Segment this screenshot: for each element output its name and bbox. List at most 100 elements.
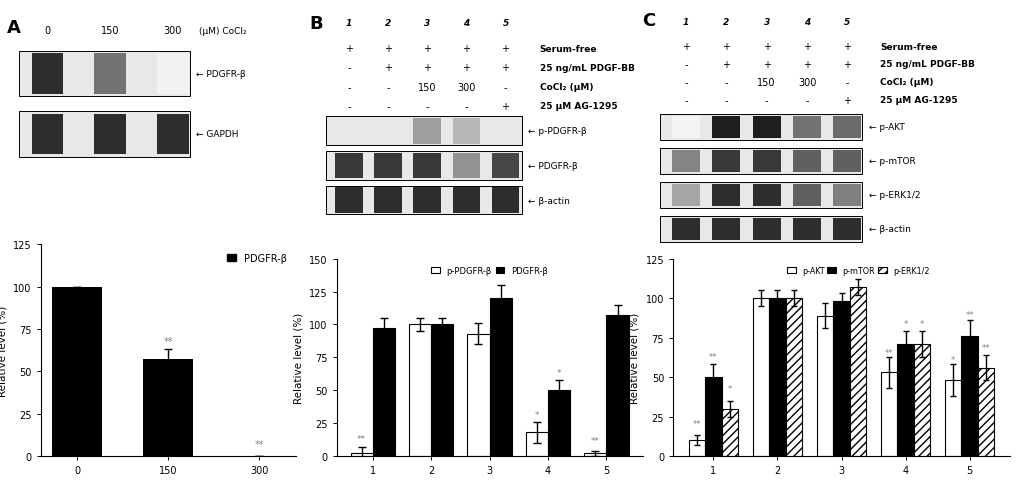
Text: -: - bbox=[346, 83, 351, 93]
Text: 4: 4 bbox=[463, 19, 469, 28]
Text: -: - bbox=[723, 96, 728, 106]
Bar bbox=[413, 188, 440, 214]
Text: -: - bbox=[684, 60, 687, 70]
Bar bbox=[768, 299, 785, 456]
Text: ← PDGFR-β: ← PDGFR-β bbox=[528, 162, 578, 171]
Text: 4: 4 bbox=[803, 18, 809, 27]
Bar bbox=[351, 454, 372, 456]
Bar bbox=[326, 152, 522, 180]
Bar bbox=[793, 150, 820, 172]
Text: **: ** bbox=[692, 419, 700, 428]
Text: -: - bbox=[804, 96, 808, 106]
Bar bbox=[793, 184, 820, 206]
Text: 150: 150 bbox=[418, 83, 436, 93]
Bar bbox=[833, 117, 860, 139]
Text: ← β-actin: ← β-actin bbox=[528, 196, 570, 205]
Text: 150: 150 bbox=[757, 78, 775, 88]
Text: 2: 2 bbox=[722, 18, 729, 27]
Bar bbox=[409, 325, 431, 456]
Text: 300: 300 bbox=[797, 78, 815, 88]
Bar bbox=[52, 287, 102, 456]
Text: 1: 1 bbox=[682, 18, 688, 27]
Text: -: - bbox=[464, 102, 468, 112]
Legend: p-AKT, p-mTOR, p-ERK1/2: p-AKT, p-mTOR, p-ERK1/2 bbox=[783, 263, 932, 278]
Text: **: ** bbox=[981, 343, 989, 352]
Text: (μM) CoCl₂: (μM) CoCl₂ bbox=[199, 27, 246, 36]
Text: ← p-mTOR: ← p-mTOR bbox=[868, 157, 915, 166]
Text: -: - bbox=[386, 83, 389, 93]
Bar bbox=[431, 325, 452, 456]
Text: +: + bbox=[423, 63, 431, 73]
Text: +: + bbox=[383, 63, 391, 73]
Text: Serum-free: Serum-free bbox=[879, 43, 937, 51]
Text: 25 ng/mL PDGF-BB: 25 ng/mL PDGF-BB bbox=[539, 64, 634, 73]
Bar bbox=[897, 344, 913, 456]
Bar bbox=[672, 150, 699, 172]
Text: -: - bbox=[425, 102, 429, 112]
Text: CoCl₂ (μM): CoCl₂ (μM) bbox=[879, 78, 933, 87]
Text: *: * bbox=[556, 368, 560, 377]
Text: *: * bbox=[950, 356, 954, 365]
Text: 5: 5 bbox=[502, 19, 508, 28]
Text: +: + bbox=[501, 63, 510, 73]
Text: -: - bbox=[723, 78, 728, 88]
Text: 25 μM AG-1295: 25 μM AG-1295 bbox=[539, 102, 616, 111]
Bar bbox=[489, 299, 512, 456]
Bar bbox=[606, 316, 628, 456]
Bar bbox=[335, 188, 362, 214]
Bar bbox=[849, 288, 865, 456]
Text: ← p-AKT: ← p-AKT bbox=[868, 123, 904, 132]
Text: -: - bbox=[503, 83, 506, 93]
Text: *: * bbox=[903, 320, 907, 328]
Bar bbox=[491, 188, 519, 214]
Text: ← p-ERK1/2: ← p-ERK1/2 bbox=[868, 191, 920, 200]
Text: 300: 300 bbox=[457, 83, 475, 93]
Text: *: * bbox=[534, 410, 539, 419]
Bar bbox=[547, 390, 570, 456]
Bar bbox=[659, 182, 861, 208]
Bar bbox=[143, 360, 194, 456]
Bar bbox=[977, 368, 994, 456]
Bar bbox=[793, 117, 820, 139]
Bar bbox=[659, 216, 861, 242]
Text: ← β-actin: ← β-actin bbox=[868, 225, 910, 234]
Bar bbox=[32, 115, 63, 155]
Y-axis label: Relative level (%): Relative level (%) bbox=[630, 312, 639, 403]
Text: +: + bbox=[423, 44, 431, 54]
Bar bbox=[413, 119, 440, 144]
Text: 3: 3 bbox=[424, 19, 430, 28]
Text: 25 μM AG-1295: 25 μM AG-1295 bbox=[879, 96, 957, 105]
Bar bbox=[752, 117, 780, 139]
Bar bbox=[816, 316, 833, 456]
Bar bbox=[95, 115, 125, 155]
Bar bbox=[467, 334, 489, 456]
Bar bbox=[413, 153, 440, 179]
Text: *: * bbox=[919, 320, 923, 328]
Text: 1: 1 bbox=[345, 19, 352, 28]
Text: +: + bbox=[721, 60, 730, 70]
Bar bbox=[659, 115, 861, 141]
Bar bbox=[711, 218, 740, 240]
Text: 5: 5 bbox=[844, 18, 850, 27]
Bar bbox=[452, 188, 480, 214]
Bar bbox=[960, 336, 977, 456]
Text: -: - bbox=[386, 102, 389, 112]
Y-axis label: Relative level (%): Relative level (%) bbox=[293, 312, 303, 403]
Bar bbox=[452, 153, 480, 179]
Text: **: ** bbox=[163, 336, 173, 346]
Bar bbox=[335, 153, 362, 179]
Text: +: + bbox=[843, 42, 851, 52]
Bar bbox=[704, 377, 721, 456]
Text: 150: 150 bbox=[101, 26, 119, 36]
Text: +: + bbox=[501, 102, 510, 112]
Bar bbox=[491, 153, 519, 179]
Text: +: + bbox=[843, 96, 851, 106]
Text: ← p-PDGFR-β: ← p-PDGFR-β bbox=[528, 127, 586, 136]
Bar bbox=[326, 117, 522, 146]
Text: +: + bbox=[762, 60, 770, 70]
Bar bbox=[913, 344, 929, 456]
Text: 300: 300 bbox=[164, 26, 182, 36]
Bar bbox=[526, 432, 547, 456]
Bar bbox=[688, 440, 704, 456]
Text: 0: 0 bbox=[44, 26, 50, 36]
